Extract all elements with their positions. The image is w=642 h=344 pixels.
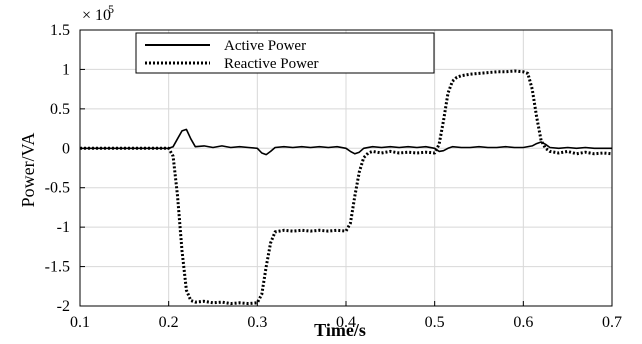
legend: Active Power Reactive Power: [135, 32, 435, 74]
x-tick-label: 0.4: [336, 314, 356, 331]
legend-box: [135, 32, 435, 74]
y-tick-label: 0: [62, 140, 70, 157]
series-lines: [80, 69, 613, 306]
y-tick-label: -1: [57, 219, 70, 236]
x-tick-label: 0.7: [602, 314, 622, 331]
y-tick-label: 1: [62, 61, 70, 78]
tick-labels: 0.1 0.2 0.3 0.4 0.5 0.6 0.7 -2 -1.5 -1 -0.5 0 0.5 1 1.…: [45, 22, 622, 331]
x-tick-label: 0.5: [425, 314, 445, 331]
y-tick-label: 0.5: [50, 101, 70, 118]
y-multiplier-base: × 10: [82, 7, 111, 24]
y-tick-label: 1.5: [50, 22, 70, 39]
y-axis-label: Power/VA: [18, 133, 38, 208]
x-tick-label: 0.3: [247, 314, 267, 331]
x-tick-label: 0.1: [70, 314, 90, 331]
y-multiplier-exp: 5: [108, 2, 114, 16]
x-tick-label: 0.6: [513, 314, 533, 331]
y-tick-label: -1.5: [45, 259, 70, 276]
x-axis-label: Time/s: [314, 320, 366, 340]
legend-label-reactive: Reactive Power: [224, 56, 319, 72]
legend-label-active: Active Power: [224, 38, 306, 54]
y-tick-label: -0.5: [45, 180, 70, 197]
x-tick-label: 0.2: [159, 314, 179, 331]
series-line-active-power: [80, 128, 612, 156]
y-tick-label: -2: [57, 298, 70, 315]
y-multiplier: × 10 5: [82, 2, 114, 24]
axis-ticks: [79, 29, 613, 307]
